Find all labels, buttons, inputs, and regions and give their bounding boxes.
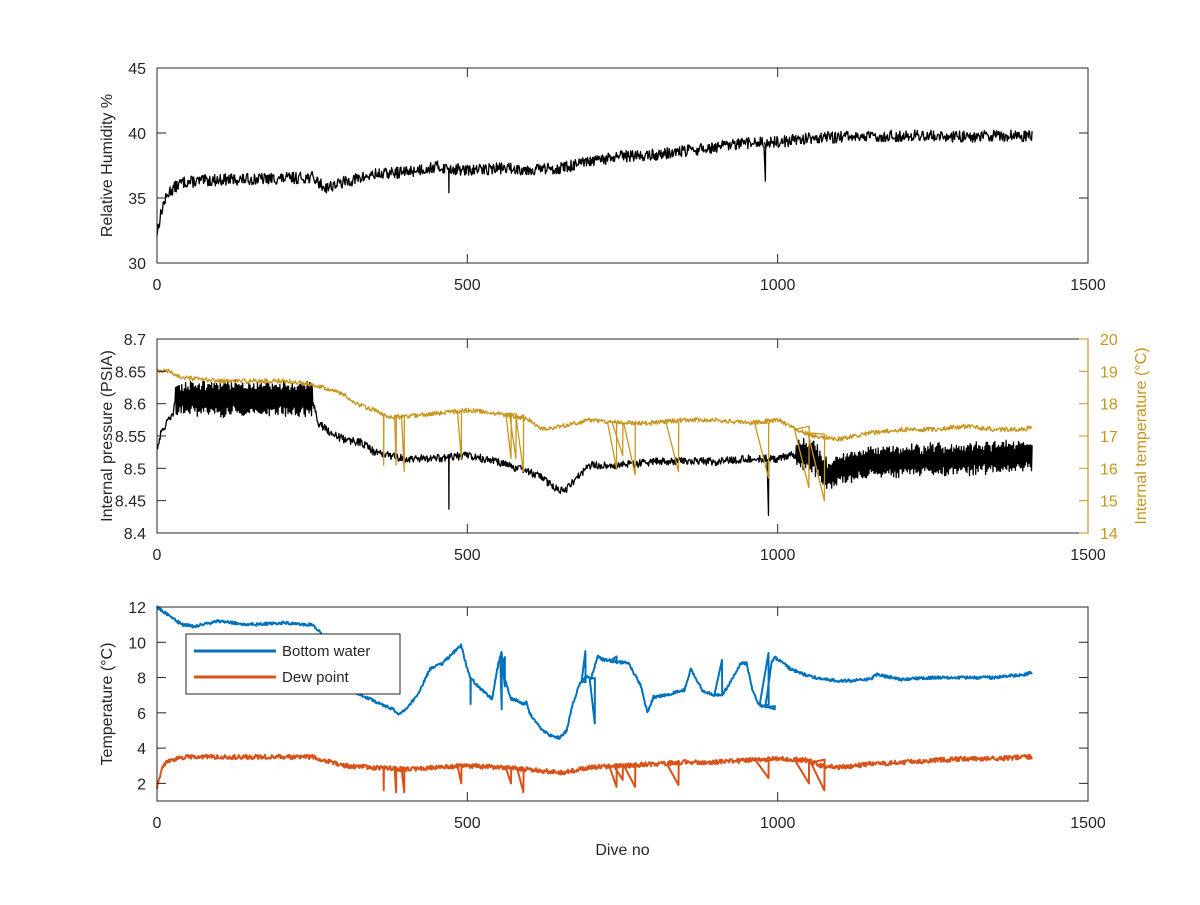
temperature-panel: 0 500 1000 1500 2 4 6 8 10 12 Temperature (°C) Di… [99,600,1106,859]
panel-1-series-0-line [156,379,1033,517]
x-tick-label: 1000 [760,277,796,294]
x-tick-label: 0 [153,277,162,294]
bottom-water-line [156,605,1033,740]
legend-box [185,633,401,695]
temperature-axes-box [156,606,1089,802]
humidity-plot-lines [156,129,1033,237]
x-tick-label: 500 [454,547,481,564]
right-y-tick-label: 17 [1100,429,1118,446]
dive-no-x-axis-label: Dive no [595,842,649,859]
temperature-legend: Bottom water Dew point [185,633,401,695]
x-tick-label: 1500 [1070,277,1106,294]
pressure-temperature-plot-lines [156,368,1033,517]
y-tick-label: 8.4 [124,526,146,543]
pressure-temperature-panel: 0 500 1000 1500 8.4 8.45 8.5 8.55 8.6 8.65 8.7 14 15… [99,332,1150,564]
internal-temperature-y-axis-label: Internal temperature (°C) [1133,347,1150,524]
pressure-ticks: 0 500 1000 1500 8.4 8.45 8.5 8.55 8.6 8.65 8.7 14 15… [115,332,1118,564]
y-tick-label: 4 [137,741,146,758]
y-tick-label: 6 [137,706,146,723]
y-tick-label: 8.65 [115,364,146,381]
x-tick-label: 1000 [760,815,796,832]
humidity-y-axis-label: Relative Humidity % [99,94,116,237]
right-y-tick-label: 15 [1100,494,1118,511]
right-y-tick-label: 20 [1100,332,1118,349]
y-tick-label: 8.5 [124,461,146,478]
x-tick-label: 500 [454,277,481,294]
panel-0-series-0-line [156,129,1033,237]
y-tick-label: 8.55 [115,429,146,446]
y-tick-label: 45 [128,61,146,78]
humidity-ticks: 0 500 1000 1500 30 35 40 45 [128,61,1106,294]
y-tick-label: 2 [137,776,146,793]
x-tick-label: 0 [153,547,162,564]
humidity-axes-box [156,67,1089,264]
y-tick-label: 12 [128,600,146,617]
x-tick-label: 0 [153,815,162,832]
y-tick-label: 8.6 [124,397,146,414]
y-tick-label: 40 [128,126,146,143]
right-y-tick-label: 18 [1100,397,1118,414]
y-tick-label: 8.45 [115,494,146,511]
y-tick-label: 35 [128,191,146,208]
dew-point-line [156,753,1033,794]
temperature-y-axis-label: Temperature (°C) [99,643,116,766]
right-y-tick-label: 14 [1100,526,1118,543]
y-tick-label: 10 [128,635,146,652]
legend-label-bottom-water: Bottom water [282,643,370,660]
x-tick-label: 1000 [760,547,796,564]
humidity-panel: 0 500 1000 1500 30 35 40 45 Relative Humidity % [99,61,1106,294]
x-tick-label: 1500 [1070,547,1106,564]
x-tick-label: 500 [454,815,481,832]
temperature-ticks: 0 500 1000 1500 2 4 6 8 10 12 [128,600,1106,832]
right-y-tick-label: 16 [1100,461,1118,478]
y-tick-label: 30 [128,256,146,273]
legend-label-dew-point: Dew point [282,669,350,686]
right-y-tick-label: 19 [1100,364,1118,381]
x-tick-label: 1500 [1070,815,1106,832]
temperature-plot-lines [156,605,1033,794]
y-tick-label: 8 [137,671,146,688]
y-tick-label: 8.7 [124,332,146,349]
pressure-y-axis-label: Internal pressure (PSIA) [99,350,116,522]
panel-1-series-1-line [156,368,1033,502]
